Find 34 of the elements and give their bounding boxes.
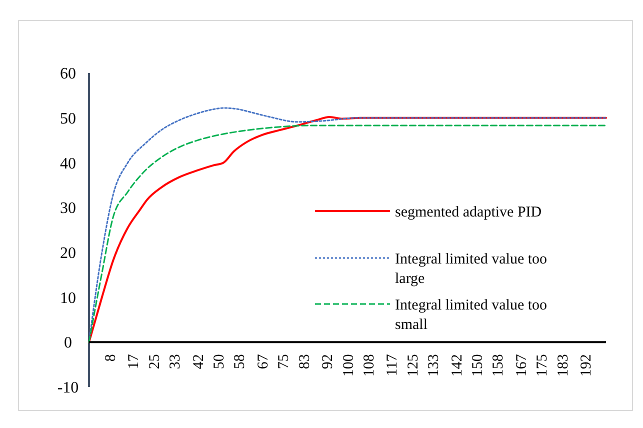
legend-label: segmented adaptive PID: [395, 204, 542, 220]
x-tick-label: 158: [490, 354, 507, 377]
legend-label: Integral limited value too large: [395, 251, 548, 287]
x-tick-label: 50: [212, 354, 228, 370]
x-tick-label: 75: [276, 354, 292, 370]
x-tick-label: 92: [320, 354, 336, 370]
x-tick-label: 167: [514, 354, 530, 377]
y-tick-label: 40: [60, 155, 76, 172]
y-tick-label: 30: [60, 200, 76, 218]
y-tick-label: 0: [64, 334, 72, 352]
x-tick-label: 83: [296, 354, 313, 370]
y-tick-label: 50: [60, 110, 76, 128]
y-tick-label: -10: [57, 380, 79, 397]
y-tick-label: 20: [60, 245, 76, 262]
x-tick-label: 117: [384, 354, 401, 376]
x-tick-label: 108: [361, 354, 378, 377]
x-tick-label: 192: [578, 354, 595, 377]
x-tick-label: 33: [168, 354, 184, 370]
x-tick-label: 8: [102, 354, 119, 362]
x-tick-label: 42: [190, 354, 207, 370]
y-tick-label: 10: [60, 290, 76, 307]
x-tick-label: 133: [426, 354, 442, 377]
legend-label: Integral limited value too small: [395, 297, 548, 333]
y-tick-label: 60: [60, 66, 76, 83]
x-tick-label: 125: [405, 354, 422, 377]
x-tick-label: 67: [255, 354, 272, 370]
x-tick-label: 175: [534, 354, 551, 377]
x-tick-label: 183: [555, 354, 572, 377]
x-tick-label: 142: [449, 354, 466, 377]
x-tick-label: 58: [232, 354, 248, 370]
x-tick-label: 100: [340, 354, 357, 377]
x-tick-label: 150: [470, 354, 486, 377]
x-tick-label: 25: [146, 354, 163, 370]
x-tick-label: 17: [126, 354, 142, 370]
